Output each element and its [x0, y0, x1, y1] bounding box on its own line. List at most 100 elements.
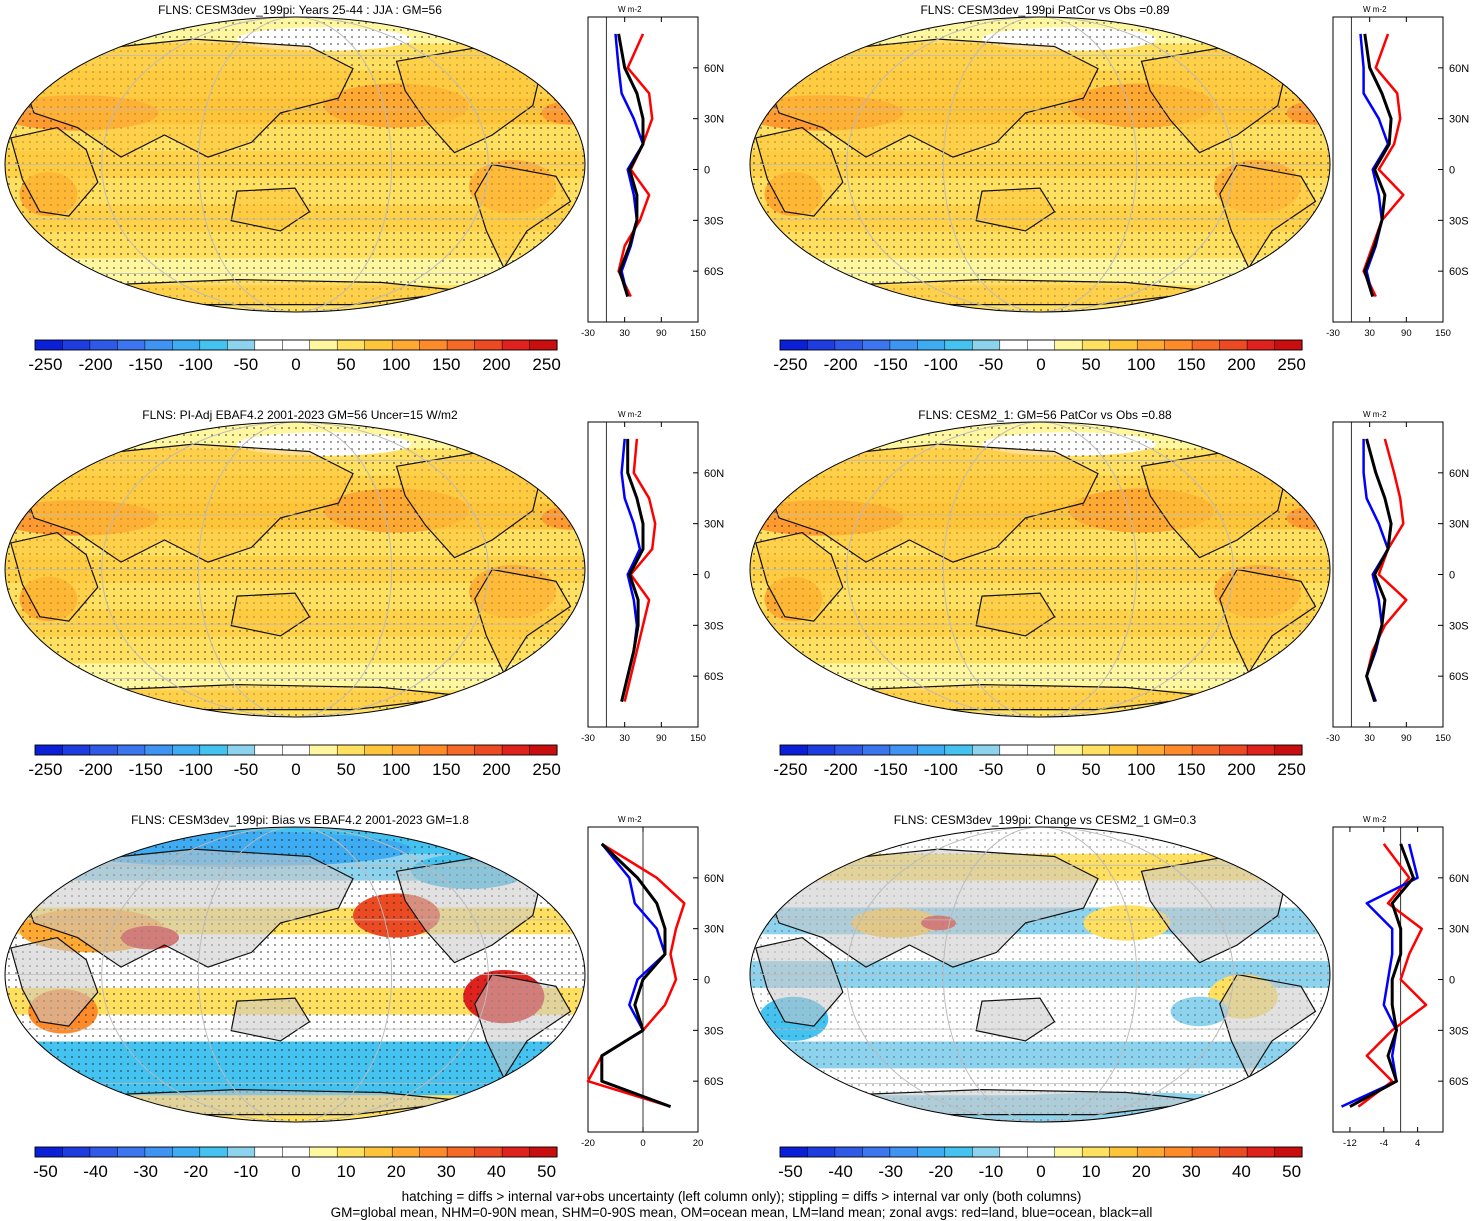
colorbar-swatch: [972, 339, 1001, 351]
colorbar-label: 0: [1036, 760, 1045, 779]
value-tick-label: 150: [690, 328, 706, 339]
meridian-line: [101, 17, 489, 312]
colorbar-label: 50: [537, 1162, 556, 1181]
colorbar-label: 10: [337, 1162, 356, 1181]
lat-tick-label: 60N: [704, 468, 724, 480]
colorbar-swatch: [834, 744, 863, 756]
panel-title: FLNS: CESM2_1: GM=56 PatCor vs Obs =0.88: [918, 408, 1172, 422]
panel-title: FLNS: CESM3dev_199pi PatCor vs Obs =0.89: [920, 3, 1170, 17]
colorbar-swatch: [391, 1146, 421, 1158]
colorbar-swatch: [62, 339, 91, 351]
colorbar-label: 30: [437, 1162, 456, 1181]
zonal-unit-label: W m-2: [618, 410, 642, 419]
colorbar-swatch: [89, 1146, 118, 1158]
map-outline: [749, 16, 1331, 313]
colorbar-swatch: [391, 339, 421, 351]
colorbar-label: 0: [1036, 1162, 1045, 1181]
colorbar-swatch: [364, 1146, 393, 1158]
value-tick-label: 90: [1401, 328, 1412, 339]
colorbar-frame: [779, 339, 1303, 351]
lat-tick-label: 0: [704, 165, 710, 177]
colorbar-swatch: [1081, 744, 1111, 756]
colorbar-swatch: [1081, 339, 1111, 351]
colorbar-swatch: [227, 744, 256, 756]
colorbar-swatch: [1219, 744, 1248, 756]
lat-tick-label: 30N: [1449, 924, 1469, 936]
colorbar-label: -250: [28, 355, 62, 374]
panel-graphics: -250 -200 -150 -100 -50 0 50 100 150 200 250 W m-2 6…: [4, 5, 724, 374]
panel-title: FLNS: CESM3dev_199pi: Bias vs EBAF4.2 20…: [131, 813, 469, 827]
colorbar-swatch: [446, 1146, 476, 1158]
colorbar-swatch: [1027, 1146, 1056, 1158]
map-outline: [749, 421, 1331, 718]
zonal-unit-label: W m-2: [1363, 815, 1387, 824]
meridian-line: [101, 827, 489, 1122]
colorbar-swatch: [172, 744, 201, 756]
colorbar-swatch: [1109, 1146, 1138, 1158]
colorbar-swatch: [889, 744, 918, 756]
colorbar-swatch: [917, 1146, 946, 1158]
meridian-line: [197, 422, 393, 717]
continent-outline: [755, 531, 844, 622]
colorbar-label: -150: [129, 760, 163, 779]
value-tick-label: 90: [1401, 733, 1412, 744]
colorbar-swatch: [364, 339, 393, 351]
colorbar-swatch: [1274, 1146, 1303, 1158]
colorbar-swatch: [419, 1146, 448, 1158]
colorbar-swatch: [1274, 339, 1303, 351]
zonal-frame: [1332, 16, 1444, 323]
colorbar-swatch: [144, 1146, 173, 1158]
footer-line-2: GM=global mean, NHM=0-90N mean, SHM=0-90…: [330, 1205, 1153, 1220]
colorbar-label: -30: [878, 1162, 903, 1181]
colorbar-label: -50: [234, 355, 259, 374]
colorbar-swatch: [862, 339, 891, 351]
colorbar-label: -20: [184, 1162, 209, 1181]
meridian-line: [846, 17, 1234, 312]
colorbar-swatch: [309, 1146, 338, 1158]
zonal-all-line: [600, 842, 672, 1109]
continent-outline: [755, 126, 844, 217]
continent-outline: [10, 531, 99, 622]
colorbar-swatch: [391, 744, 421, 756]
colorbar-swatch: [1246, 744, 1276, 756]
colorbar-swatch: [944, 339, 973, 351]
lat-tick-label: 30S: [1449, 620, 1469, 632]
colorbar-swatch: [1191, 1146, 1221, 1158]
colorbar-frame: [34, 1146, 558, 1158]
value-tick-label: 30: [1364, 733, 1375, 744]
map-field: [750, 17, 1330, 312]
zonal-ocean-line: [600, 843, 671, 1108]
zonal-all-line: [1349, 843, 1415, 1108]
colorbar-swatch: [336, 744, 366, 756]
colorbar-swatch: [1054, 1146, 1083, 1158]
panel-5: FLNS: CESM3dev_199pi: Change vs CESM2_1 …: [745, 810, 1483, 1190]
colorbar-swatch: [1246, 1146, 1276, 1158]
colorbar-swatch: [529, 744, 558, 756]
panel-graphics: -250 -200 -150 -100 -50 0 50 100 150 200 250 W m-2 6…: [4, 410, 724, 779]
colorbar-swatch: [999, 744, 1028, 756]
colorbar-swatch: [474, 339, 503, 351]
colorbar-swatch: [834, 1146, 863, 1158]
panel-title: FLNS: CESM3dev_199pi: Change vs CESM2_1 …: [893, 813, 1197, 827]
colorbar-label: -30: [133, 1162, 158, 1181]
colorbar-swatch: [862, 1146, 891, 1158]
lat-tick-label: 30S: [704, 215, 724, 227]
value-tick-label: -30: [1326, 328, 1340, 339]
lat-tick-label: 0: [704, 975, 710, 987]
zonal-unit-label: W m-2: [1363, 410, 1387, 419]
colorbar-label: 250: [1277, 355, 1305, 374]
colorbar-swatch: [1246, 339, 1276, 351]
lat-tick-label: 30S: [704, 620, 724, 632]
zonal-all-line: [1365, 438, 1393, 703]
footer-line-1: hatching = diffs > internal var+obs unce…: [401, 1189, 1082, 1204]
panel-title: FLNS: PI-Adj EBAF4.2 2001-2023 GM=56 Unc…: [142, 408, 458, 422]
panel-graphics: -50 -40 -30 -20 -10 0 10 20 30 40 50 W m-2 60N 30N 0 30…: [749, 815, 1469, 1181]
colorbar-label: 10: [1082, 1162, 1101, 1181]
colorbar-swatch: [419, 744, 448, 756]
colorbar-swatch: [117, 339, 146, 351]
colorbar-label: -100: [924, 355, 958, 374]
lat-tick-label: 60S: [1449, 671, 1469, 683]
lat-tick-label: 0: [1449, 975, 1455, 987]
colorbar-label: 50: [1282, 1162, 1301, 1181]
colorbar-label: 200: [1227, 760, 1255, 779]
